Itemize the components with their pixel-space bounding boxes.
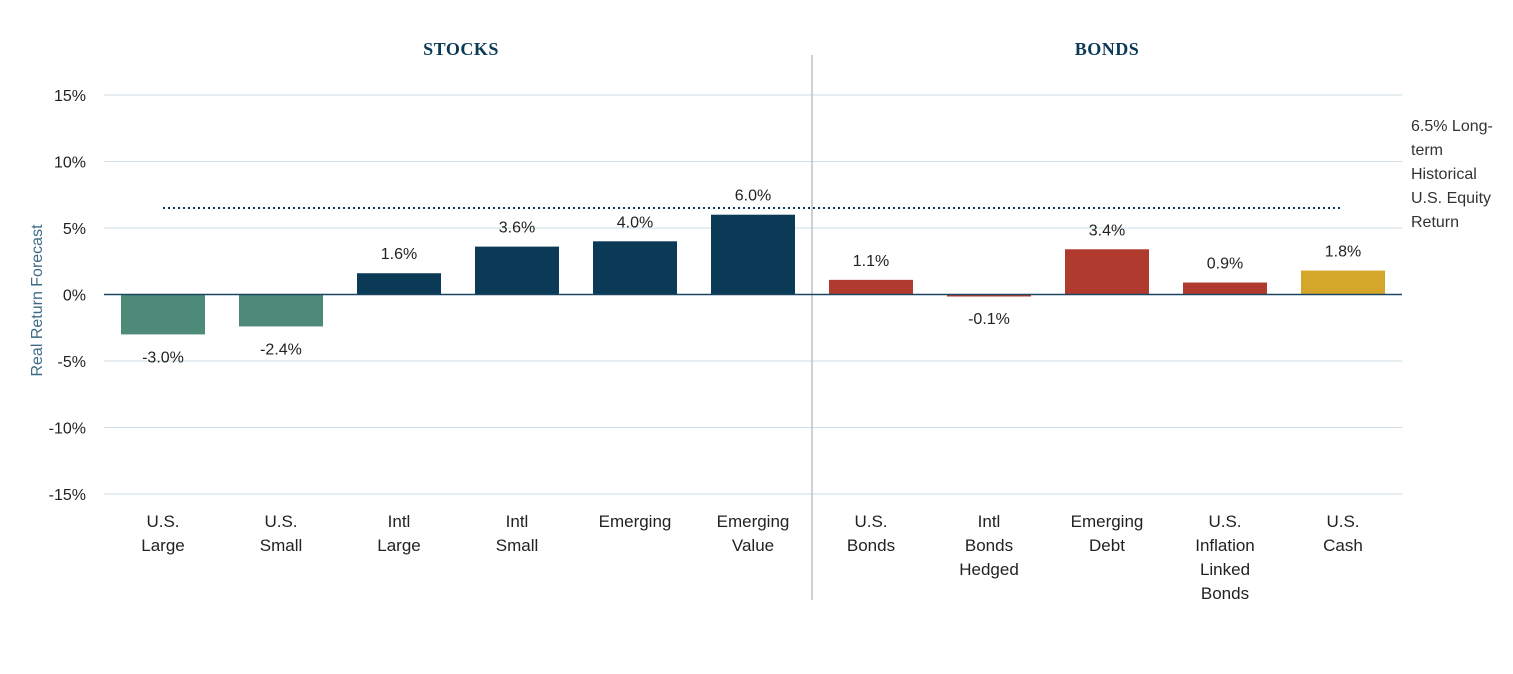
category-label: U.S. Small xyxy=(260,512,303,555)
category-label: U.S. Large xyxy=(141,512,184,555)
data-label: 3.6% xyxy=(499,220,535,237)
reference-label-line: Historical xyxy=(1411,166,1477,183)
bars xyxy=(121,214,1385,335)
y-tick-label: -5% xyxy=(58,354,86,371)
category-label: Emerging Value xyxy=(717,512,790,555)
y-tick-label: 10% xyxy=(54,155,86,172)
bar xyxy=(1065,249,1149,295)
x-axis-categories: U.S. Large U.S. Small Intl Large Intl Small Emer… xyxy=(141,512,1363,603)
bar xyxy=(239,294,323,327)
category-label: U.S. Inflation Linked Bonds xyxy=(1195,512,1255,603)
bar xyxy=(593,241,677,295)
data-label: -2.4% xyxy=(260,341,302,358)
y-axis-ticks: 15% 10% 5% 0% -5% -10% -15% xyxy=(49,88,86,504)
group-title: BONDS xyxy=(1075,39,1140,59)
reference-label-line: term xyxy=(1411,142,1443,159)
bar xyxy=(357,273,441,295)
category-label: Emerging xyxy=(599,512,672,531)
y-tick-label: -15% xyxy=(49,487,86,504)
data-label: 1.6% xyxy=(381,246,417,263)
reference-line-label: 6.5% Long-term Historical U.S. Equity Retur… xyxy=(1411,118,1493,231)
bar xyxy=(121,294,205,335)
reference-label-line: U.S. Equity xyxy=(1411,190,1491,207)
bar xyxy=(829,279,913,295)
data-labels: -3.0% -2.4% 1.6% 3.6% 4.0% 6.0% 1.1% -0.1% 3.4% 0… xyxy=(142,188,1361,367)
data-label: 1.8% xyxy=(1325,244,1361,261)
data-label: 1.1% xyxy=(853,253,889,270)
bar xyxy=(475,246,559,295)
data-label: -3.0% xyxy=(142,349,184,366)
bar xyxy=(1183,282,1267,295)
y-tick-label: 5% xyxy=(63,221,86,238)
category-label: Intl Large xyxy=(377,512,420,555)
data-label: 4.0% xyxy=(617,214,653,231)
y-tick-label: 0% xyxy=(63,288,86,305)
category-label: Intl Bonds Hedged xyxy=(959,512,1019,579)
bar xyxy=(711,214,795,295)
bar xyxy=(947,294,1031,297)
data-label: 3.4% xyxy=(1089,222,1125,239)
reference-label-line: Return xyxy=(1411,214,1459,231)
y-tick-label: -10% xyxy=(49,421,86,438)
category-label: Emerging Debt xyxy=(1071,512,1144,555)
data-label: 0.9% xyxy=(1207,256,1243,273)
reference-label-line: 6.5% Long- xyxy=(1411,118,1493,135)
bar xyxy=(1301,270,1385,295)
category-label: U.S. Bonds xyxy=(847,512,895,555)
data-label: 6.0% xyxy=(735,188,771,205)
y-tick-label: 15% xyxy=(54,88,86,105)
group-headers: STOCKS BONDS xyxy=(423,39,1139,600)
data-label: -0.1% xyxy=(968,311,1010,328)
category-label: U.S. Cash xyxy=(1323,512,1363,555)
group-title: STOCKS xyxy=(423,39,499,59)
y-axis-label: Real Return Forecast xyxy=(29,224,46,377)
category-label: Intl Small xyxy=(496,512,539,555)
